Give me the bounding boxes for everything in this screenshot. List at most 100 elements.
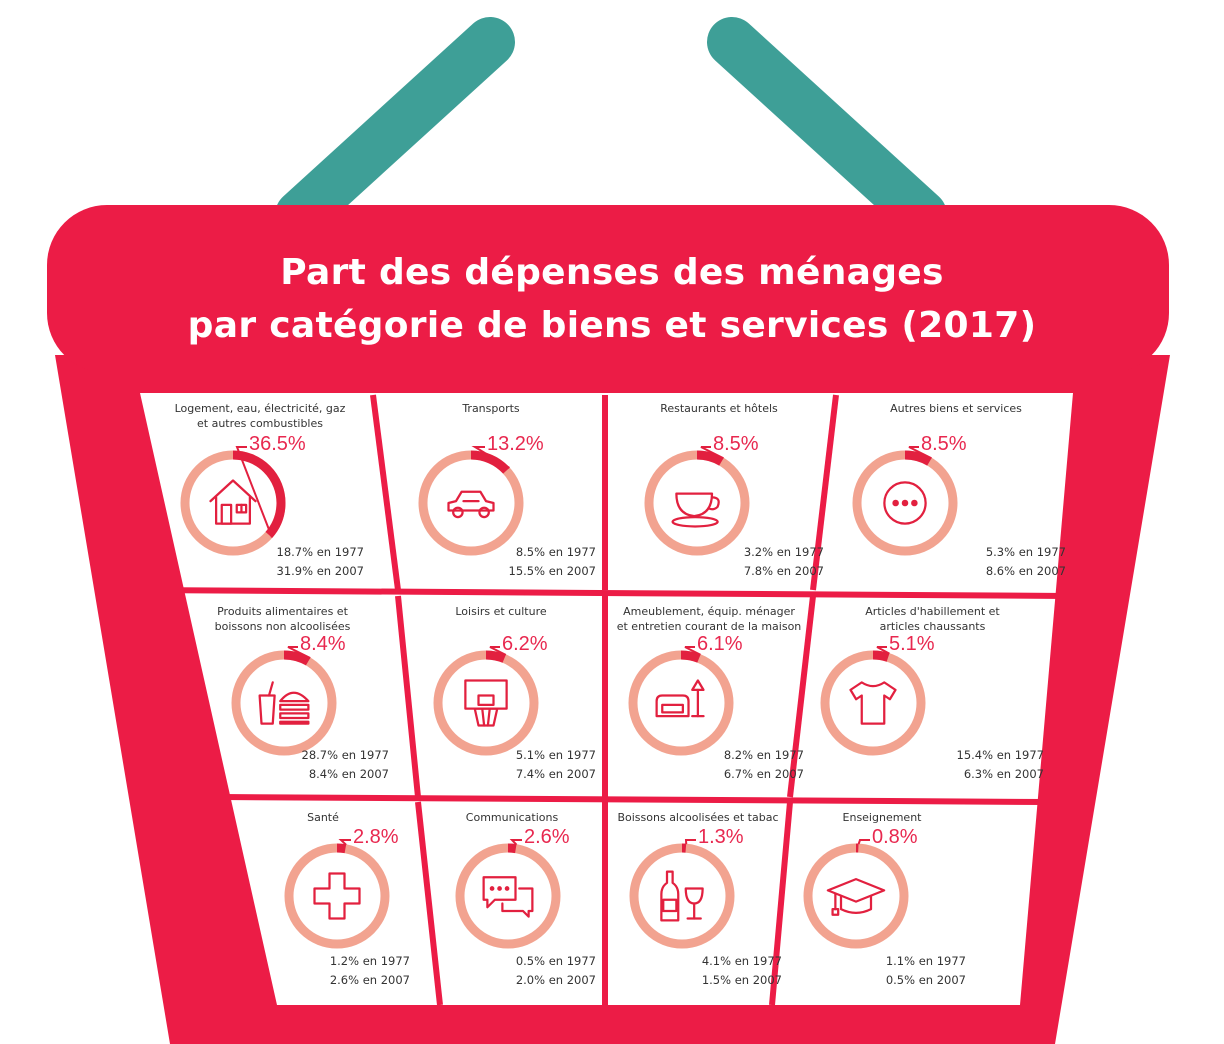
share-1977: 28.7% en 1977: [301, 748, 389, 762]
historical-shares: 1.1% en 1977 0.5% en 2007: [886, 952, 966, 990]
percent-leader-line: [338, 839, 351, 846]
share-1977: 8.2% en 1977: [723, 748, 804, 762]
share-2007: 15.5% en 2007: [508, 564, 596, 578]
grid-separator: [810, 394, 839, 591]
historical-shares: 1.2% en 1977 2.6% en 2007: [330, 952, 410, 990]
historical-shares: 0.5% en 1977 2.0% en 2007: [516, 952, 596, 990]
percent-leader-line: [700, 446, 724, 460]
share-percent: 6.2%: [502, 633, 548, 655]
title-line-2: par catégorie de biens et services (2017…: [187, 305, 1037, 346]
share-percent: 6.1%: [697, 633, 743, 655]
category-name: Loisirs et culture: [455, 605, 547, 618]
ring-share-arc: [629, 843, 735, 949]
share-1977: 0.5% en 1977: [515, 954, 596, 968]
chat-bubbles-icon: [482, 876, 534, 918]
share-ring: [433, 650, 539, 756]
basket-rim: [47, 205, 1169, 373]
ring-share-arc: [803, 843, 909, 949]
share-ring: [820, 650, 926, 756]
historical-shares: 15.4% en 1977 6.3% en 2007: [957, 746, 1044, 784]
basket-handle-left: [275, 17, 515, 240]
share-percent: 1.3%: [698, 826, 744, 848]
ring-share-arc: [284, 843, 390, 949]
share-1977: 4.1% en 1977: [701, 954, 782, 968]
share-1977: 5.3% en 1977: [985, 545, 1066, 559]
teacup-icon: [671, 492, 720, 528]
share-1977: 5.1% en 1977: [515, 748, 596, 762]
share-ring: [180, 450, 286, 556]
category-name: Logement, eau, électricité, gaz et autre…: [174, 402, 346, 430]
grid-separator: [370, 394, 401, 591]
ring-share-arc: [852, 450, 958, 556]
category-card: Santé 2.8% 1.2% en 1977 2.6% en 2007: [230, 802, 416, 1002]
share-2007: 2.6% en 2007: [329, 973, 410, 987]
category-name: Produits alimentaires et boissons non al…: [214, 605, 351, 633]
share-ring: [231, 650, 337, 756]
category-name: Autres biens et services: [890, 402, 1022, 415]
category-card: Communications 2.6% 0.5% en 1977 2.0% en 20…: [422, 802, 602, 1002]
share-2007: 8.6% en 2007: [985, 564, 1066, 578]
share-2007: 8.4% en 2007: [308, 767, 389, 781]
category-name: Enseignement: [842, 811, 922, 824]
share-1977: 3.2% en 1977: [743, 545, 824, 559]
historical-shares: 8.2% en 1977 6.7% en 2007: [724, 746, 804, 784]
car-icon: [447, 490, 495, 519]
category-card: Transports 13.2% 8.5% en 1977 15.5% en 2007: [380, 393, 602, 593]
share-percent: 5.1%: [889, 633, 935, 655]
category-name: Santé: [307, 811, 339, 824]
title-line-1: Part des dépenses des ménages: [280, 252, 944, 293]
share-percent: 13.2%: [487, 433, 544, 455]
category-card: Enseignement 0.8% 1.1% en 1977 0.5% en 2007: [792, 802, 972, 1002]
percent-leader-line: [287, 646, 311, 659]
dots-icon: [883, 481, 927, 525]
cross-icon: [313, 872, 361, 920]
grid-separator: [219, 794, 1046, 805]
share-ring: [455, 843, 561, 949]
ring-share-arc: [644, 450, 750, 556]
share-ring: [284, 843, 390, 949]
share-ring: [803, 843, 909, 949]
share-percent: 8.4%: [300, 633, 346, 655]
share-2007: 6.3% en 2007: [963, 767, 1044, 781]
category-card: Articles d'habillement et articles chaus…: [815, 596, 1050, 796]
ring-share-arc: [433, 650, 539, 756]
ring-share-arc: [820, 650, 926, 756]
category-name: Communications: [465, 811, 559, 824]
share-1977: 1.2% en 1977: [329, 954, 410, 968]
category-name: Transports: [462, 402, 520, 415]
category-card: Ameublement, équip. ménager et entretien…: [608, 596, 810, 796]
category-card: Produits alimentaires et boissons non al…: [170, 596, 395, 796]
share-2007: 2.0% en 2007: [515, 973, 596, 987]
share-percent: 2.6%: [524, 826, 570, 848]
historical-shares: 3.2% en 1977 7.8% en 2007: [744, 543, 824, 581]
historical-shares: 8.5% en 1977 15.5% en 2007: [509, 543, 596, 581]
grid-separator: [395, 595, 421, 798]
ring-share-arc: [628, 650, 734, 756]
grid-separator: [415, 801, 443, 1006]
grid-separator: [787, 595, 816, 798]
tshirt-icon: [849, 681, 897, 725]
ring-share-arc: [180, 450, 286, 556]
ring-share-arc: [418, 450, 524, 556]
historical-shares: 18.7% en 1977 31.9% en 2007: [277, 543, 364, 581]
category-name: Boissons alcoolisées et tabac: [617, 811, 779, 824]
share-2007: 1.5% en 2007: [701, 973, 782, 987]
share-2007: 0.5% en 2007: [885, 973, 966, 987]
category-card: Autres biens et services 8.5% 5.3% en 1977…: [840, 393, 1072, 593]
percent-leader-line: [489, 646, 507, 656]
historical-shares: 5.1% en 1977 7.4% en 2007: [516, 746, 596, 784]
percent-leader-line: [509, 839, 522, 846]
share-percent: 0.8%: [872, 826, 918, 848]
percent-leader-line: [876, 646, 890, 655]
share-2007: 7.8% en 2007: [743, 564, 824, 578]
category-name: Ameublement, équip. ménager et entretien…: [616, 605, 802, 633]
category-name: Articles d'habillement et articles chaus…: [865, 605, 1000, 633]
category-card: Loisirs et culture 6.2% 5.1% en 1977 7.4% e…: [400, 596, 602, 796]
historical-shares: 28.7% en 1977 8.4% en 2007: [302, 746, 389, 784]
share-1977: 8.5% en 1977: [515, 545, 596, 559]
grid-separator: [139, 587, 1069, 599]
graduation-cap-icon: [826, 878, 886, 916]
share-1977: 15.4% en 1977: [956, 748, 1044, 762]
